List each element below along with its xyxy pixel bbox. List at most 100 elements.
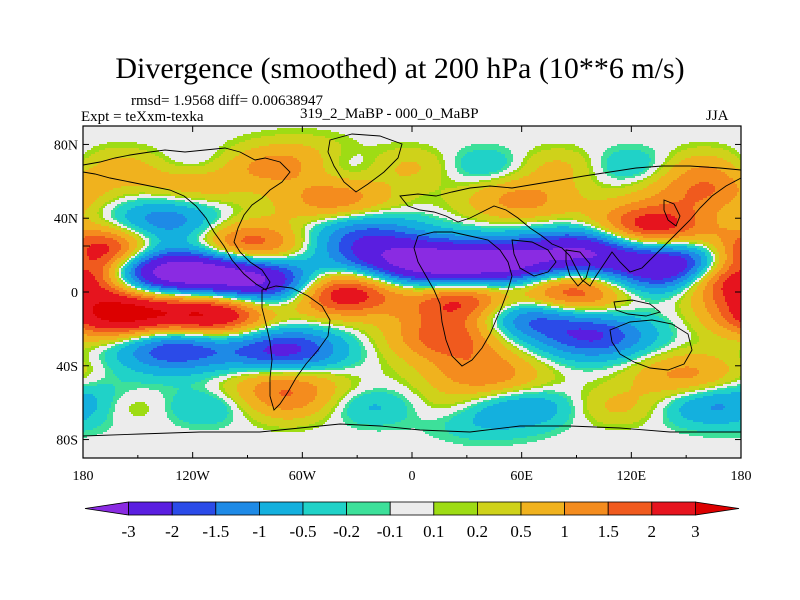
field-cell <box>119 350 136 353</box>
field-cell <box>711 268 716 271</box>
field-cell <box>715 380 732 383</box>
field-cell <box>293 392 318 395</box>
field-cell <box>335 140 358 143</box>
field-cell <box>219 202 234 205</box>
field-cell <box>695 220 718 223</box>
field-cell <box>297 294 300 297</box>
field-cell <box>259 146 312 149</box>
field-cell <box>111 264 118 267</box>
field-cell <box>169 326 182 329</box>
field-cell <box>83 172 170 175</box>
field-cell <box>575 184 598 187</box>
field-cell <box>125 346 140 349</box>
field-cell <box>351 402 406 405</box>
field-cell <box>671 342 686 345</box>
field-cell <box>387 388 410 391</box>
field-cell <box>525 294 546 297</box>
field-cell <box>195 228 206 231</box>
field-cell <box>83 336 130 339</box>
field-cell <box>717 214 741 217</box>
field-cell <box>691 338 700 341</box>
field-cell <box>407 386 414 389</box>
field-cell <box>657 336 672 339</box>
field-cell <box>105 354 118 357</box>
field-cell <box>83 424 102 427</box>
field-cell <box>121 268 124 271</box>
field-cell <box>205 378 214 381</box>
field-cell <box>583 388 594 391</box>
field-cell <box>737 150 741 153</box>
field-cell <box>83 194 104 197</box>
field-cell <box>107 416 114 419</box>
field-cell <box>589 170 594 173</box>
field-cell <box>553 346 576 349</box>
field-cell <box>389 184 442 187</box>
field-cell <box>671 276 682 279</box>
field-cell <box>83 252 88 255</box>
field-cell <box>217 224 222 227</box>
field-cell <box>721 170 741 173</box>
field-cell <box>111 216 116 219</box>
field-cell <box>407 380 428 383</box>
field-cell <box>93 368 106 371</box>
field-cell <box>159 288 178 291</box>
field-cell <box>209 242 216 245</box>
field-cell <box>441 180 456 183</box>
field-cell <box>361 332 368 335</box>
field-cell <box>273 406 304 409</box>
field-cell <box>497 322 504 325</box>
field-cell <box>199 324 214 327</box>
field-cell <box>533 386 544 389</box>
field-cell <box>237 386 256 389</box>
y-tick-label: 80S <box>56 434 78 449</box>
field-cell <box>619 328 638 331</box>
field-cell <box>333 324 344 327</box>
field-cell <box>339 404 346 407</box>
field-cell <box>93 308 154 311</box>
field-cell <box>329 254 344 257</box>
field-cell <box>205 246 210 249</box>
field-cell <box>405 418 422 421</box>
field-cell <box>107 142 138 145</box>
field-cell <box>271 370 384 373</box>
field-cell <box>537 152 580 155</box>
field-cell <box>655 150 672 153</box>
field-cell <box>257 320 270 323</box>
field-cell <box>643 424 666 427</box>
field-cell <box>173 410 228 413</box>
field-cell <box>631 366 648 369</box>
field-cell <box>727 174 741 177</box>
field-cell <box>345 340 358 343</box>
field-cell <box>117 220 120 223</box>
field-cell <box>509 172 516 175</box>
field-cell <box>689 400 741 403</box>
field-cell <box>545 294 568 297</box>
field-cell <box>739 356 741 359</box>
field-cell <box>97 408 110 411</box>
field-cell <box>109 408 116 411</box>
field-cell <box>645 152 656 155</box>
field-cell <box>229 424 254 427</box>
field-cell <box>149 240 152 243</box>
field-cell <box>299 280 308 283</box>
field-cell <box>669 344 682 347</box>
field-cell <box>281 290 290 293</box>
field-cell <box>331 174 400 177</box>
field-cell <box>459 302 480 305</box>
field-cell <box>355 334 366 337</box>
field-cell <box>585 292 604 295</box>
field-cell <box>383 302 422 305</box>
field-cell <box>633 184 650 187</box>
field-cell <box>475 224 532 227</box>
field-cell <box>591 160 602 163</box>
field-cell <box>307 222 312 225</box>
field-cell <box>635 294 640 297</box>
field-cell <box>409 346 428 349</box>
field-cell <box>455 162 462 165</box>
field-cell <box>499 176 506 179</box>
field-cell <box>571 424 594 427</box>
field-cell <box>669 418 688 421</box>
field-cell <box>521 384 542 387</box>
field-cell <box>487 306 498 309</box>
field-cell <box>189 422 218 425</box>
